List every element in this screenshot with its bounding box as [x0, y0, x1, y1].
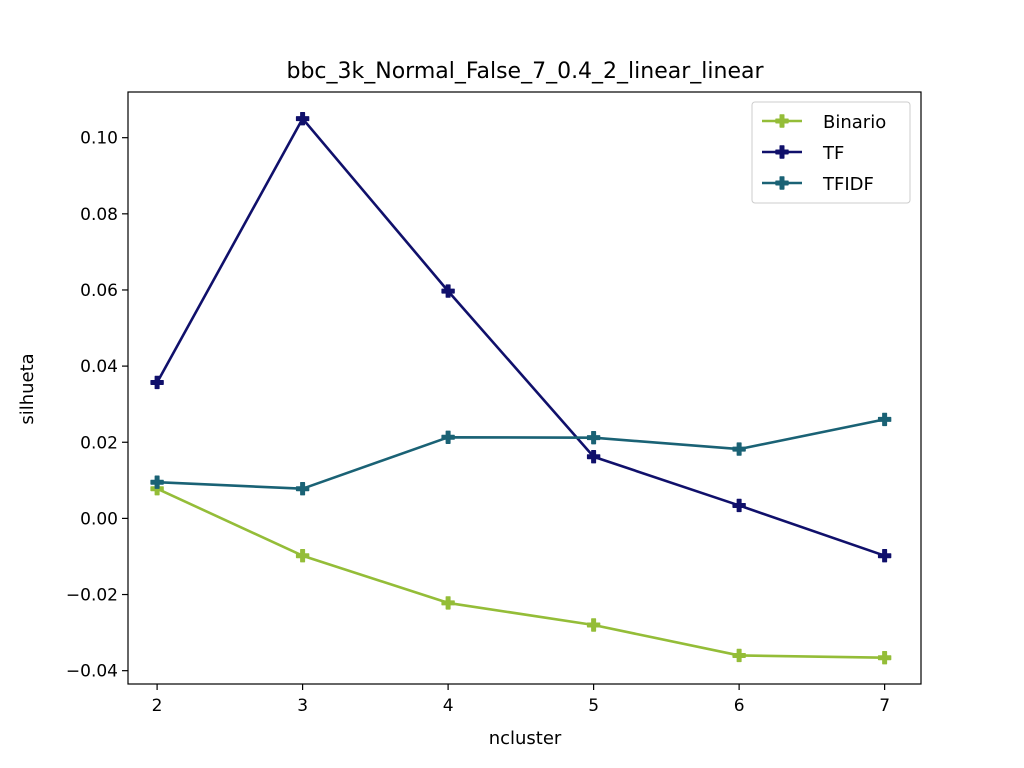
- chart-title: bbc_3k_Normal_False_7_0.4_2_linear_linea…: [286, 59, 764, 84]
- series-binario: [150, 481, 892, 665]
- data-point-tf: [586, 450, 601, 464]
- data-point-tfidf: [877, 412, 892, 427]
- data-point-tf: [877, 549, 892, 563]
- y-tick-label: 0.10: [80, 129, 118, 149]
- x-axis-label: ncluster: [489, 728, 562, 749]
- y-tick-label: −0.02: [66, 586, 118, 606]
- series-tf: [150, 111, 892, 563]
- series-tfidf: [150, 412, 892, 496]
- data-point-tfidf: [150, 475, 164, 489]
- x-axis: 2 3 4 5 6 7: [152, 684, 890, 716]
- y-tick-label: 0.08: [80, 205, 118, 225]
- data-point-binario: [441, 596, 455, 610]
- data-point-binario: [732, 648, 746, 663]
- x-tick-label: 3: [297, 696, 308, 716]
- legend-label-tf: TF: [822, 143, 844, 164]
- data-point-tfidf: [732, 442, 746, 456]
- legend-label-binario: Binario: [823, 112, 886, 133]
- legend-box: [751, 101, 911, 204]
- x-tick-label: 6: [734, 696, 745, 716]
- y-tick-label: 0.00: [80, 509, 118, 529]
- x-tick-label: 2: [152, 696, 163, 716]
- data-point-tf: [295, 111, 310, 126]
- data-point-tf: [441, 284, 455, 298]
- data-point-binario: [586, 618, 601, 632]
- data-point-binario: [877, 651, 892, 665]
- legend-label-tfidf: TFIDF: [822, 174, 874, 195]
- y-tick-label: 0.04: [80, 357, 118, 377]
- legend-marker-tfidf: [775, 176, 789, 190]
- series-line-tf: [155, 117, 886, 557]
- y-tick-label: −0.04: [66, 662, 118, 682]
- data-point-tf: [732, 498, 746, 513]
- x-tick-label: 4: [443, 696, 454, 716]
- data-point-tfidf: [441, 430, 455, 445]
- y-tick-label: 0.06: [80, 281, 118, 301]
- legend-marker-tf: [775, 145, 789, 159]
- y-tick-label: 0.02: [80, 433, 118, 453]
- y-axis-label: silhueta: [17, 353, 38, 424]
- x-tick-label: 5: [588, 696, 599, 716]
- data-point-tfidf: [295, 481, 310, 496]
- legend: Binario TF TFIDF: [751, 101, 911, 204]
- plot-series: [150, 111, 892, 665]
- plot-area-frame: [127, 91, 922, 685]
- legend-marker-binario: [775, 114, 789, 128]
- data-point-tf: [150, 375, 164, 390]
- series-line-binario: [156, 487, 885, 660]
- x-tick-label: 7: [879, 696, 890, 716]
- data-point-tfidf: [586, 430, 601, 445]
- series-line-tfidf: [157, 418, 885, 490]
- y-axis: −0.04 −0.02 0.00 0.02 0.04 0.06 0.08 0.10: [66, 129, 128, 682]
- data-point-binario: [295, 549, 310, 563]
